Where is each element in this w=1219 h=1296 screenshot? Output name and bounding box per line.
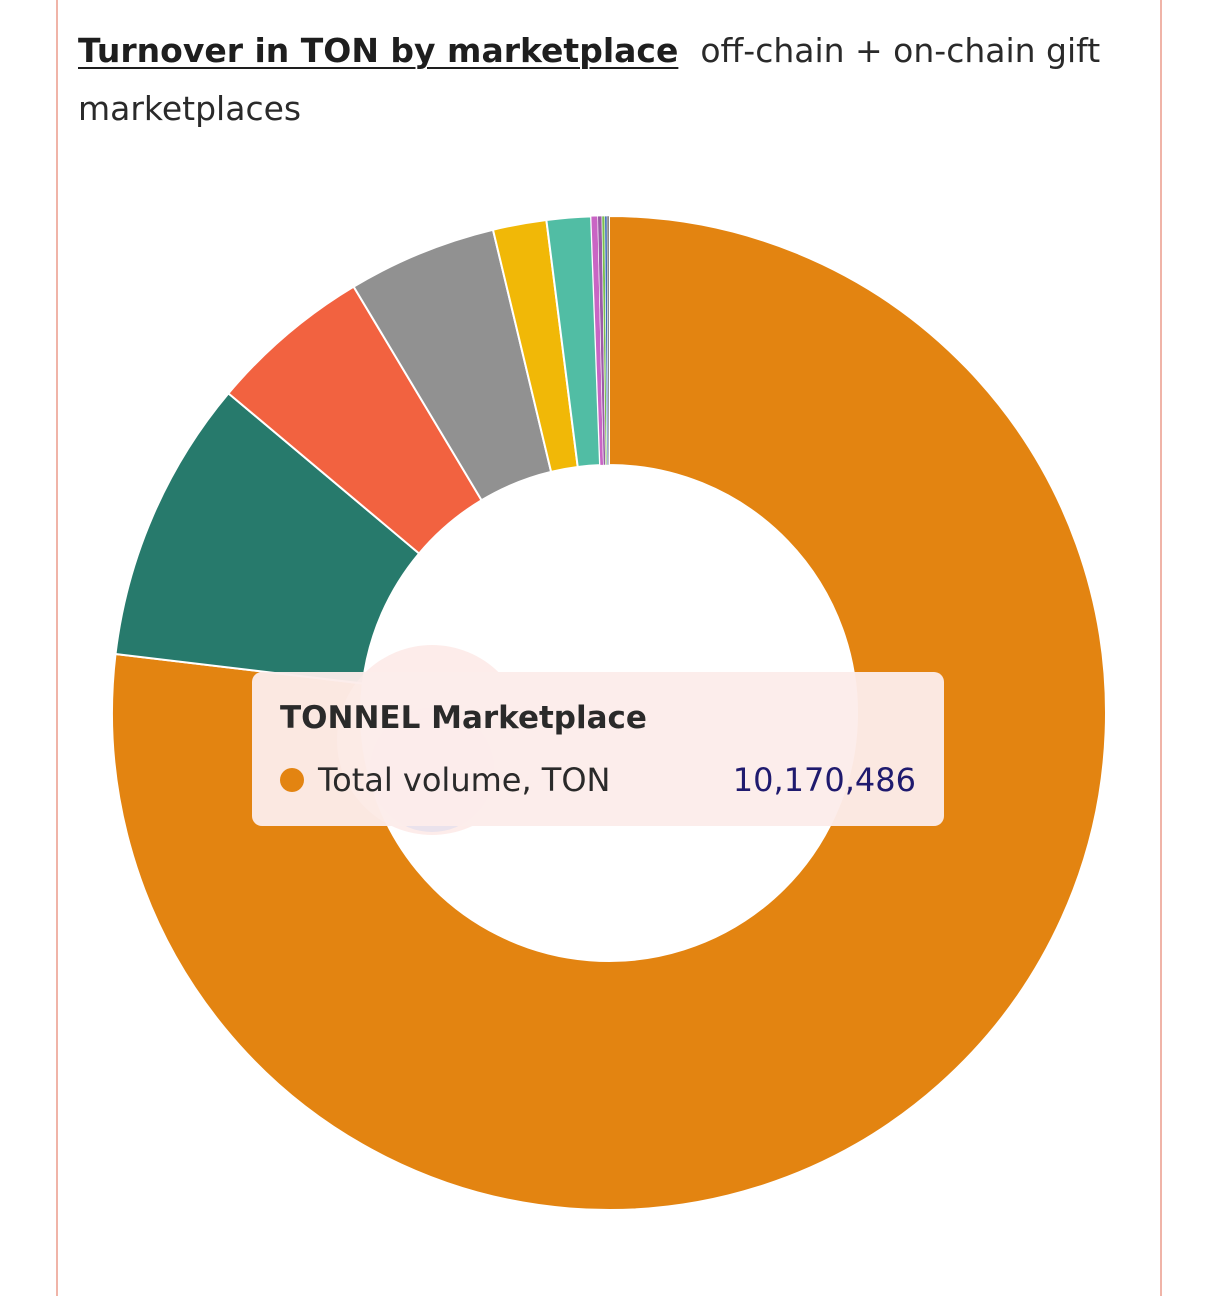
chart-subtitle: off-chain + on-chain gift marketplaces (78, 31, 1101, 128)
donut-slice-11[interactable] (606, 215, 610, 466)
tooltip-series-label: Total volume, TON (318, 761, 611, 799)
chart-tooltip: TONNEL Marketplace Total volume, TON 10,… (252, 672, 944, 826)
donut-slices (111, 214, 1107, 1211)
tooltip-series-dot (280, 768, 304, 792)
chart-title-link[interactable]: Turnover in TON by marketplace (78, 31, 679, 70)
tooltip-title: TONNEL Marketplace (280, 700, 647, 736)
tooltip-row: Total volume, TON 10,170,486 (280, 758, 916, 802)
chart-header: Turnover in TON by marketplace off-chain … (78, 22, 1138, 138)
tooltip-series-value: 10,170,486 (732, 761, 916, 799)
donut-slice-2[interactable] (114, 391, 421, 685)
